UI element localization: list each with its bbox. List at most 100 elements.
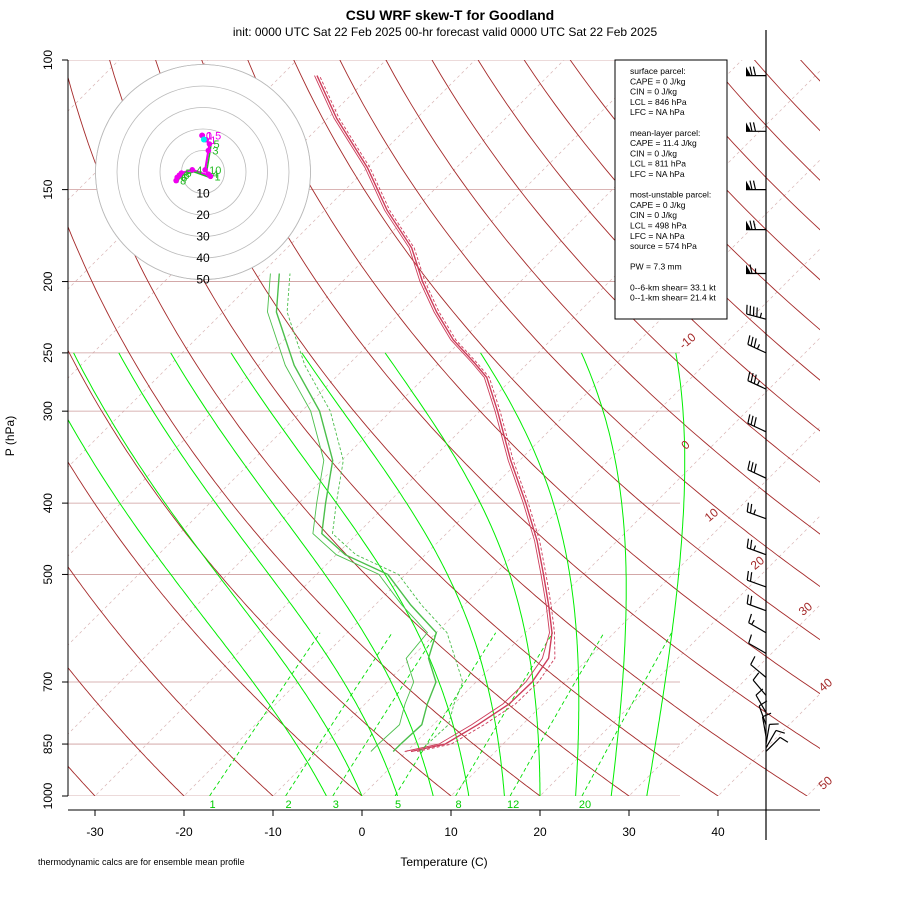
isotherm-label: -10 [676, 330, 699, 352]
temperature-trace [316, 75, 553, 753]
stats-line: CIN = 0 J/kg [630, 148, 677, 158]
mixing-ratio-line [394, 632, 497, 796]
mixing-ratio-line [455, 632, 554, 796]
hodograph-ring [138, 107, 268, 237]
hodograph-point-label: 0.5 [206, 130, 221, 142]
x-tick-label: 30 [622, 825, 636, 839]
barb-flag [749, 66, 753, 76]
mixing-ratio-label: 2 [286, 799, 292, 811]
isotherm-label: 0 [678, 437, 692, 452]
isotherm-line [361, 337, 820, 796]
barb-flag [750, 373, 754, 383]
barb-flag [750, 415, 754, 425]
hodograph-ring [159, 128, 247, 216]
barb-flag [753, 417, 757, 427]
stats-line: 0--1-km shear= 21.4 kt [630, 293, 716, 303]
dry-adiabat [68, 461, 363, 796]
wind-barb [746, 180, 766, 191]
y-tick-label: 150 [41, 179, 55, 199]
x-tick-label: 20 [533, 825, 547, 839]
wind-barb [748, 613, 767, 634]
stats-line: CAPE = 11.4 J/kg [630, 138, 697, 148]
barb-flag [752, 66, 757, 76]
isotherm-line [272, 248, 820, 796]
stats-line: CAPE = 0 J/kg [630, 200, 686, 210]
x-axis-label: Temperature (C) [400, 855, 487, 869]
y-tick-label: 700 [41, 672, 55, 692]
barb-half-flag [753, 509, 757, 515]
barb-staff [758, 705, 767, 725]
hodograph-ring-label: 40 [196, 251, 210, 265]
hodograph-ring-label: 20 [196, 208, 210, 222]
barb-flag [749, 503, 753, 514]
isotherm-line [539, 515, 820, 796]
barb-flag [750, 462, 754, 472]
wind-barb [746, 304, 767, 320]
barb-staff [748, 642, 767, 654]
isotherm-line [94, 70, 820, 796]
moist-adiabat [73, 352, 363, 796]
barb-flag [749, 572, 753, 582]
barb-flag [753, 463, 757, 473]
barb-flag [775, 729, 785, 734]
isotherm-line [717, 693, 820, 796]
barb-flag [747, 371, 751, 381]
x-tick-label: -30 [86, 825, 104, 839]
hodograph-ring-label: 10 [196, 187, 210, 201]
barb-staff [765, 724, 771, 745]
isotherm-line [880, 44, 900, 812]
isotherm-line [183, 159, 820, 796]
barb-half-flag [759, 312, 763, 318]
y-tick-label: 1000 [41, 782, 55, 809]
moist-adiabat [384, 352, 541, 796]
isotherm-label: 30 [796, 599, 815, 619]
barb-flag [762, 712, 772, 718]
hodograph-point-label: 10 [209, 165, 221, 177]
hodograph-point-label: 3 [212, 146, 218, 158]
barb-flag [748, 613, 753, 623]
barb-flag [747, 414, 751, 424]
hodograph-background [95, 64, 311, 280]
stats-line: PW = 7.3 mm [630, 262, 682, 272]
dry-adiabat [523, 60, 820, 381]
barb-half-flag [756, 380, 761, 386]
wind-barb [761, 712, 772, 737]
wind-barb [747, 335, 767, 354]
wind-barb [746, 502, 767, 520]
stats-line: 0--6-km shear= 33.1 kt [630, 282, 716, 292]
wind-barb [747, 371, 767, 390]
isotherm-label: 10 [702, 505, 721, 525]
isotherm-line [68, 60, 743, 735]
barb-half-flag [756, 344, 761, 350]
dry-adiabat [293, 60, 820, 641]
chart-subtitle: init: 0000 UTC Sat 22 Feb 2025 00-hr for… [233, 25, 658, 39]
barb-flag [750, 656, 756, 665]
moist-adiabat [301, 352, 505, 796]
dry-adiabat [385, 60, 820, 535]
wind-barb [746, 538, 767, 556]
moist-adiabat [646, 352, 686, 796]
stats-line: mean-layer parcel: [630, 128, 700, 138]
barb-staff [752, 679, 767, 696]
barb-flag [748, 634, 753, 644]
barb-staff [765, 736, 781, 752]
dewpoint-trace [267, 273, 428, 752]
stats-line: CAPE = 0 J/kg [630, 76, 686, 86]
y-tick-label: 500 [41, 564, 55, 584]
wind-barb [747, 460, 767, 479]
hodograph-point-label: 1 [215, 171, 221, 183]
temperature-trace [314, 75, 550, 752]
barb-flag [749, 180, 753, 190]
hodograph-point-label: 1 [206, 130, 212, 142]
hodograph-point-label: 1 [210, 135, 216, 147]
x-tick-label: 40 [711, 825, 725, 839]
isotherm-line [628, 604, 820, 796]
moist-adiabat [118, 352, 399, 796]
dry-adiabat [201, 60, 820, 749]
dry-adiabat [339, 60, 820, 588]
barb-flag [749, 220, 753, 230]
barb-flag [746, 570, 749, 581]
wind-barb [752, 672, 767, 696]
barb-pennant [746, 264, 751, 274]
